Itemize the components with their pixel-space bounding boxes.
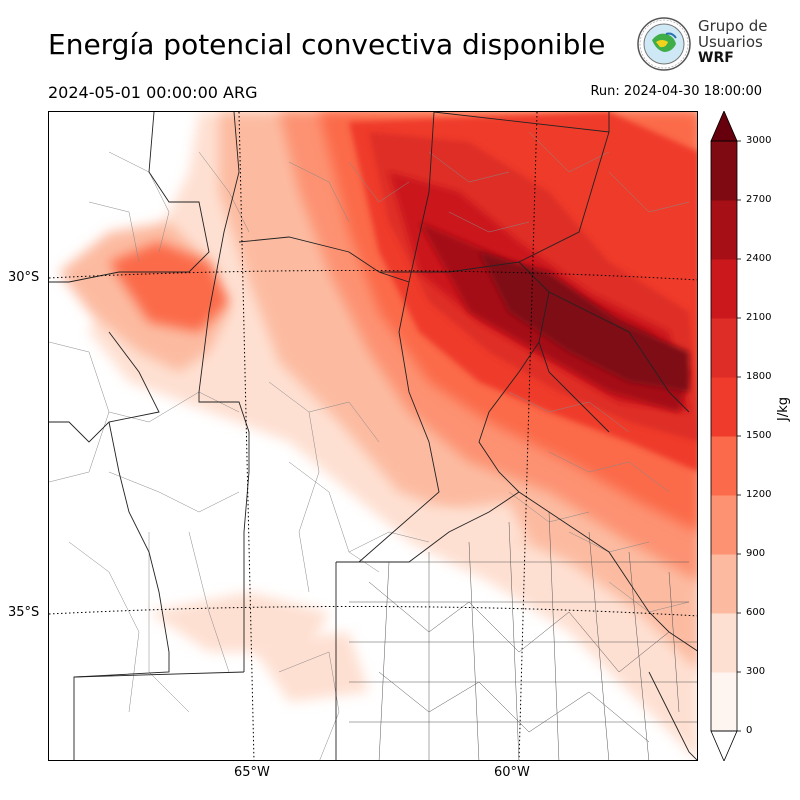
colorbar-extend-max (710, 109, 738, 142)
colorbar-tick-label: 1500 (746, 430, 772, 441)
district-boundaries (49, 131, 690, 760)
colorbar-tick-label: 2400 (746, 253, 772, 264)
colorbar-tick-label: 3000 (746, 135, 772, 146)
colorbar-bin (711, 436, 737, 496)
lat-label-30s: 30°S (8, 270, 40, 285)
colorbar-tick-label: 2100 (746, 312, 772, 323)
buenos-aires-partidos (339, 511, 697, 760)
map-title: Energía potencial convectiva disponible (48, 28, 606, 61)
colorbar-tick-label: 2700 (746, 194, 772, 205)
cape-shading (59, 112, 697, 760)
logo-line-3: WRF (698, 50, 734, 66)
globe-seal-icon (637, 17, 691, 71)
colorbar-bin (711, 672, 737, 732)
run-time-label: Run: 2024-04-30 18:00:00 (590, 84, 762, 99)
logo-line-2: Usuarios (698, 33, 763, 51)
colorbar-bin (711, 318, 737, 378)
wrf-users-logo: Grupo de Usuarios WRF (636, 14, 768, 78)
colorbar-tick-label: 1200 (746, 489, 772, 500)
colorbar-tick-label: 900 (746, 548, 766, 559)
valid-time-label: 2024-05-01 00:00:00 ARG (48, 83, 258, 102)
colorbar-bin (711, 377, 737, 437)
graticule (49, 112, 697, 760)
colorbar-tick-label: 600 (746, 607, 766, 618)
lat-label-35s: 35°S (8, 605, 40, 620)
colorbar-tick-label: 0 (746, 725, 753, 736)
map-panel (48, 111, 698, 761)
lon-label-60w: 60°W (494, 765, 530, 780)
colorbar-bin (711, 141, 737, 201)
colorbar-unit-label: J/kg (776, 397, 791, 421)
colorbar-bin (711, 554, 737, 614)
province-boundaries (49, 112, 690, 760)
lon-label-65w: 65°W (234, 765, 270, 780)
colorbar-bin (711, 495, 737, 555)
colorbar-scale (710, 109, 741, 763)
colorbar-tick-label: 1800 (746, 371, 772, 382)
coastline (518, 491, 697, 760)
cape-field (49, 112, 697, 760)
colorbar-tick-label: 300 (746, 666, 766, 677)
colorbar-bin (711, 259, 737, 319)
colorbar-bin (711, 613, 737, 673)
colorbar-extend-min (710, 730, 738, 763)
colorbar: 0 300 600 900 1200 1500 1800 2100 2400 2700 3000 J… (710, 109, 791, 763)
colorbar-bin (711, 200, 737, 260)
logo-line-1: Grupo de (698, 17, 768, 35)
